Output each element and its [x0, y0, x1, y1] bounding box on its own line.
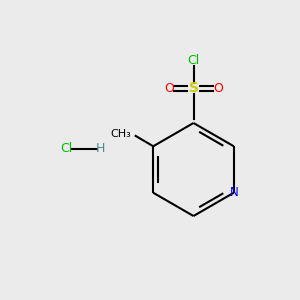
- Text: O: O: [213, 82, 223, 95]
- Text: S: S: [188, 82, 199, 95]
- Text: H: H: [96, 142, 105, 155]
- Text: O: O: [164, 82, 174, 95]
- Text: Cl: Cl: [188, 53, 200, 67]
- Text: CH₃: CH₃: [110, 128, 131, 139]
- Text: Cl: Cl: [60, 142, 72, 155]
- Text: N: N: [230, 186, 238, 199]
